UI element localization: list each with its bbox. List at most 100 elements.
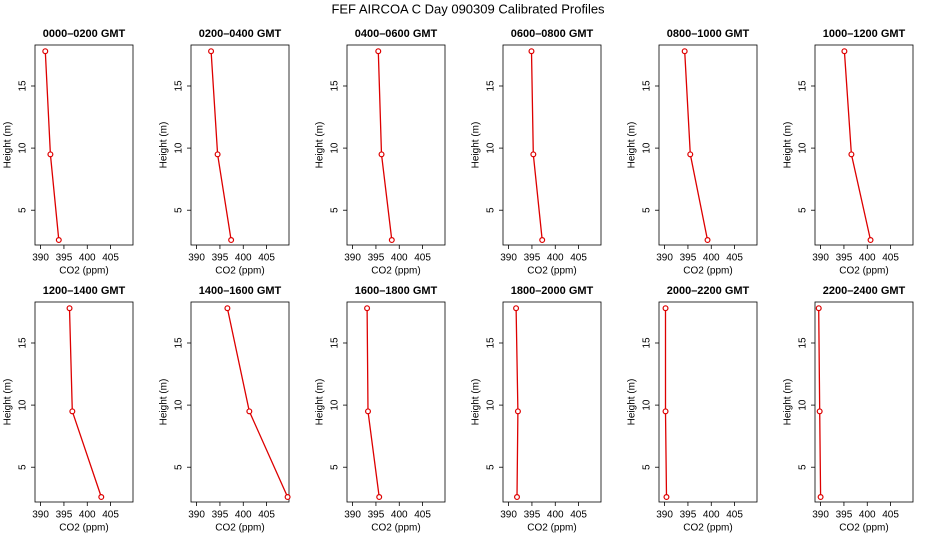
profile-point (514, 408, 521, 415)
y-axis-label: Height (m) (627, 122, 638, 169)
x-tick-label: 400 (391, 510, 408, 521)
x-axis-label: CO2 (ppm) (527, 266, 576, 277)
profile-line (210, 51, 232, 241)
x-tick-label: 390 (812, 510, 829, 521)
x-tick-label: 390 (32, 253, 49, 264)
x-tick-label: 400 (391, 253, 408, 264)
y-tick-label: 15 (330, 80, 341, 92)
x-tick-label: 400 (547, 253, 564, 264)
profile-point (817, 494, 824, 501)
y-tick-label: 15 (18, 337, 29, 349)
profile-line (530, 51, 543, 241)
profile-point (841, 48, 848, 55)
profile-point (69, 408, 76, 415)
profile-point (224, 305, 231, 312)
profile-line (226, 308, 289, 498)
profile-point (284, 494, 291, 501)
x-tick-label: 390 (500, 510, 517, 521)
profile-line (377, 51, 393, 241)
y-tick-label: 5 (330, 464, 341, 470)
x-tick-label: 400 (79, 510, 96, 521)
profile-line (366, 308, 380, 498)
panel-title: 1600–1800 GMT (355, 285, 438, 297)
x-tick-label: 405 (102, 510, 119, 521)
profile-point (364, 305, 371, 312)
profile-point (530, 151, 537, 158)
x-tick-label: 395 (680, 510, 697, 521)
profile-point (539, 237, 546, 244)
y-tick-label: 15 (798, 337, 809, 349)
profile-point (704, 237, 711, 244)
profile-point (214, 151, 221, 158)
profile-line (44, 51, 60, 241)
profile-point (42, 48, 49, 55)
y-tick-label: 10 (174, 142, 185, 154)
panel-title: 0800–1000 GMT (667, 28, 750, 40)
y-tick-label: 15 (174, 80, 185, 92)
y-tick-label: 5 (174, 207, 185, 213)
y-axis-label: Height (m) (315, 122, 326, 169)
profile-point (47, 151, 54, 158)
y-axis-label: Height (m) (471, 379, 482, 426)
x-tick-label: 405 (570, 510, 587, 521)
x-tick-label: 390 (656, 510, 673, 521)
y-tick-label: 10 (486, 142, 497, 154)
y-axis-label: Height (m) (783, 379, 794, 426)
profile-point (662, 408, 669, 415)
profile-line (68, 308, 102, 498)
profile-point (687, 151, 694, 158)
panel-title: 2200–2400 GMT (823, 285, 906, 297)
x-tick-label: 400 (235, 510, 252, 521)
y-tick-label: 15 (798, 80, 809, 92)
panel-title: 1400–1600 GMT (199, 285, 282, 297)
y-axis-label: Height (m) (159, 122, 170, 169)
y-tick-label: 15 (330, 337, 341, 349)
x-tick-label: 400 (859, 253, 876, 264)
y-tick-label: 10 (174, 399, 185, 411)
y-tick-label: 15 (486, 337, 497, 349)
x-tick-label: 405 (414, 510, 431, 521)
y-tick-label: 10 (642, 142, 653, 154)
x-tick-label: 400 (859, 510, 876, 521)
x-tick-label: 405 (726, 253, 743, 264)
profile-point (375, 48, 382, 55)
profile-line (843, 51, 872, 241)
x-tick-label: 390 (500, 253, 517, 264)
profile-point (55, 237, 62, 244)
profile-point (228, 237, 235, 244)
x-tick-label: 390 (812, 253, 829, 264)
plot-frame (814, 301, 914, 503)
x-tick-label: 405 (570, 253, 587, 264)
x-axis-label: CO2 (ppm) (527, 523, 576, 534)
y-tick-label: 5 (798, 207, 809, 213)
profile-point (376, 494, 383, 501)
y-axis-label: Height (m) (3, 122, 14, 169)
y-tick-label: 5 (642, 464, 653, 470)
profile-point (848, 151, 855, 158)
y-tick-label: 5 (798, 464, 809, 470)
profile-point (246, 408, 253, 415)
plot-frame (814, 44, 914, 246)
profile-line (684, 51, 709, 241)
y-tick-label: 10 (330, 399, 341, 411)
x-tick-label: 390 (32, 510, 49, 521)
x-tick-label: 405 (258, 253, 275, 264)
profile-point (98, 494, 105, 501)
profile-line (515, 308, 519, 498)
x-axis-label: CO2 (ppm) (371, 266, 420, 277)
x-tick-label: 400 (703, 510, 720, 521)
x-tick-label: 395 (212, 253, 229, 264)
plot-frame (346, 301, 446, 503)
y-tick-label: 10 (642, 399, 653, 411)
x-tick-label: 405 (882, 253, 899, 264)
y-axis-label: Height (m) (783, 122, 794, 169)
panel-title: 0400–0600 GMT (355, 28, 438, 40)
profile-point (815, 305, 822, 312)
x-tick-label: 390 (656, 253, 673, 264)
y-tick-label: 5 (18, 464, 29, 470)
profile-point (662, 305, 669, 312)
x-tick-label: 405 (102, 253, 119, 264)
panel-title: 1000–1200 GMT (823, 28, 906, 40)
panel-title: 0200–0400 GMT (199, 28, 282, 40)
